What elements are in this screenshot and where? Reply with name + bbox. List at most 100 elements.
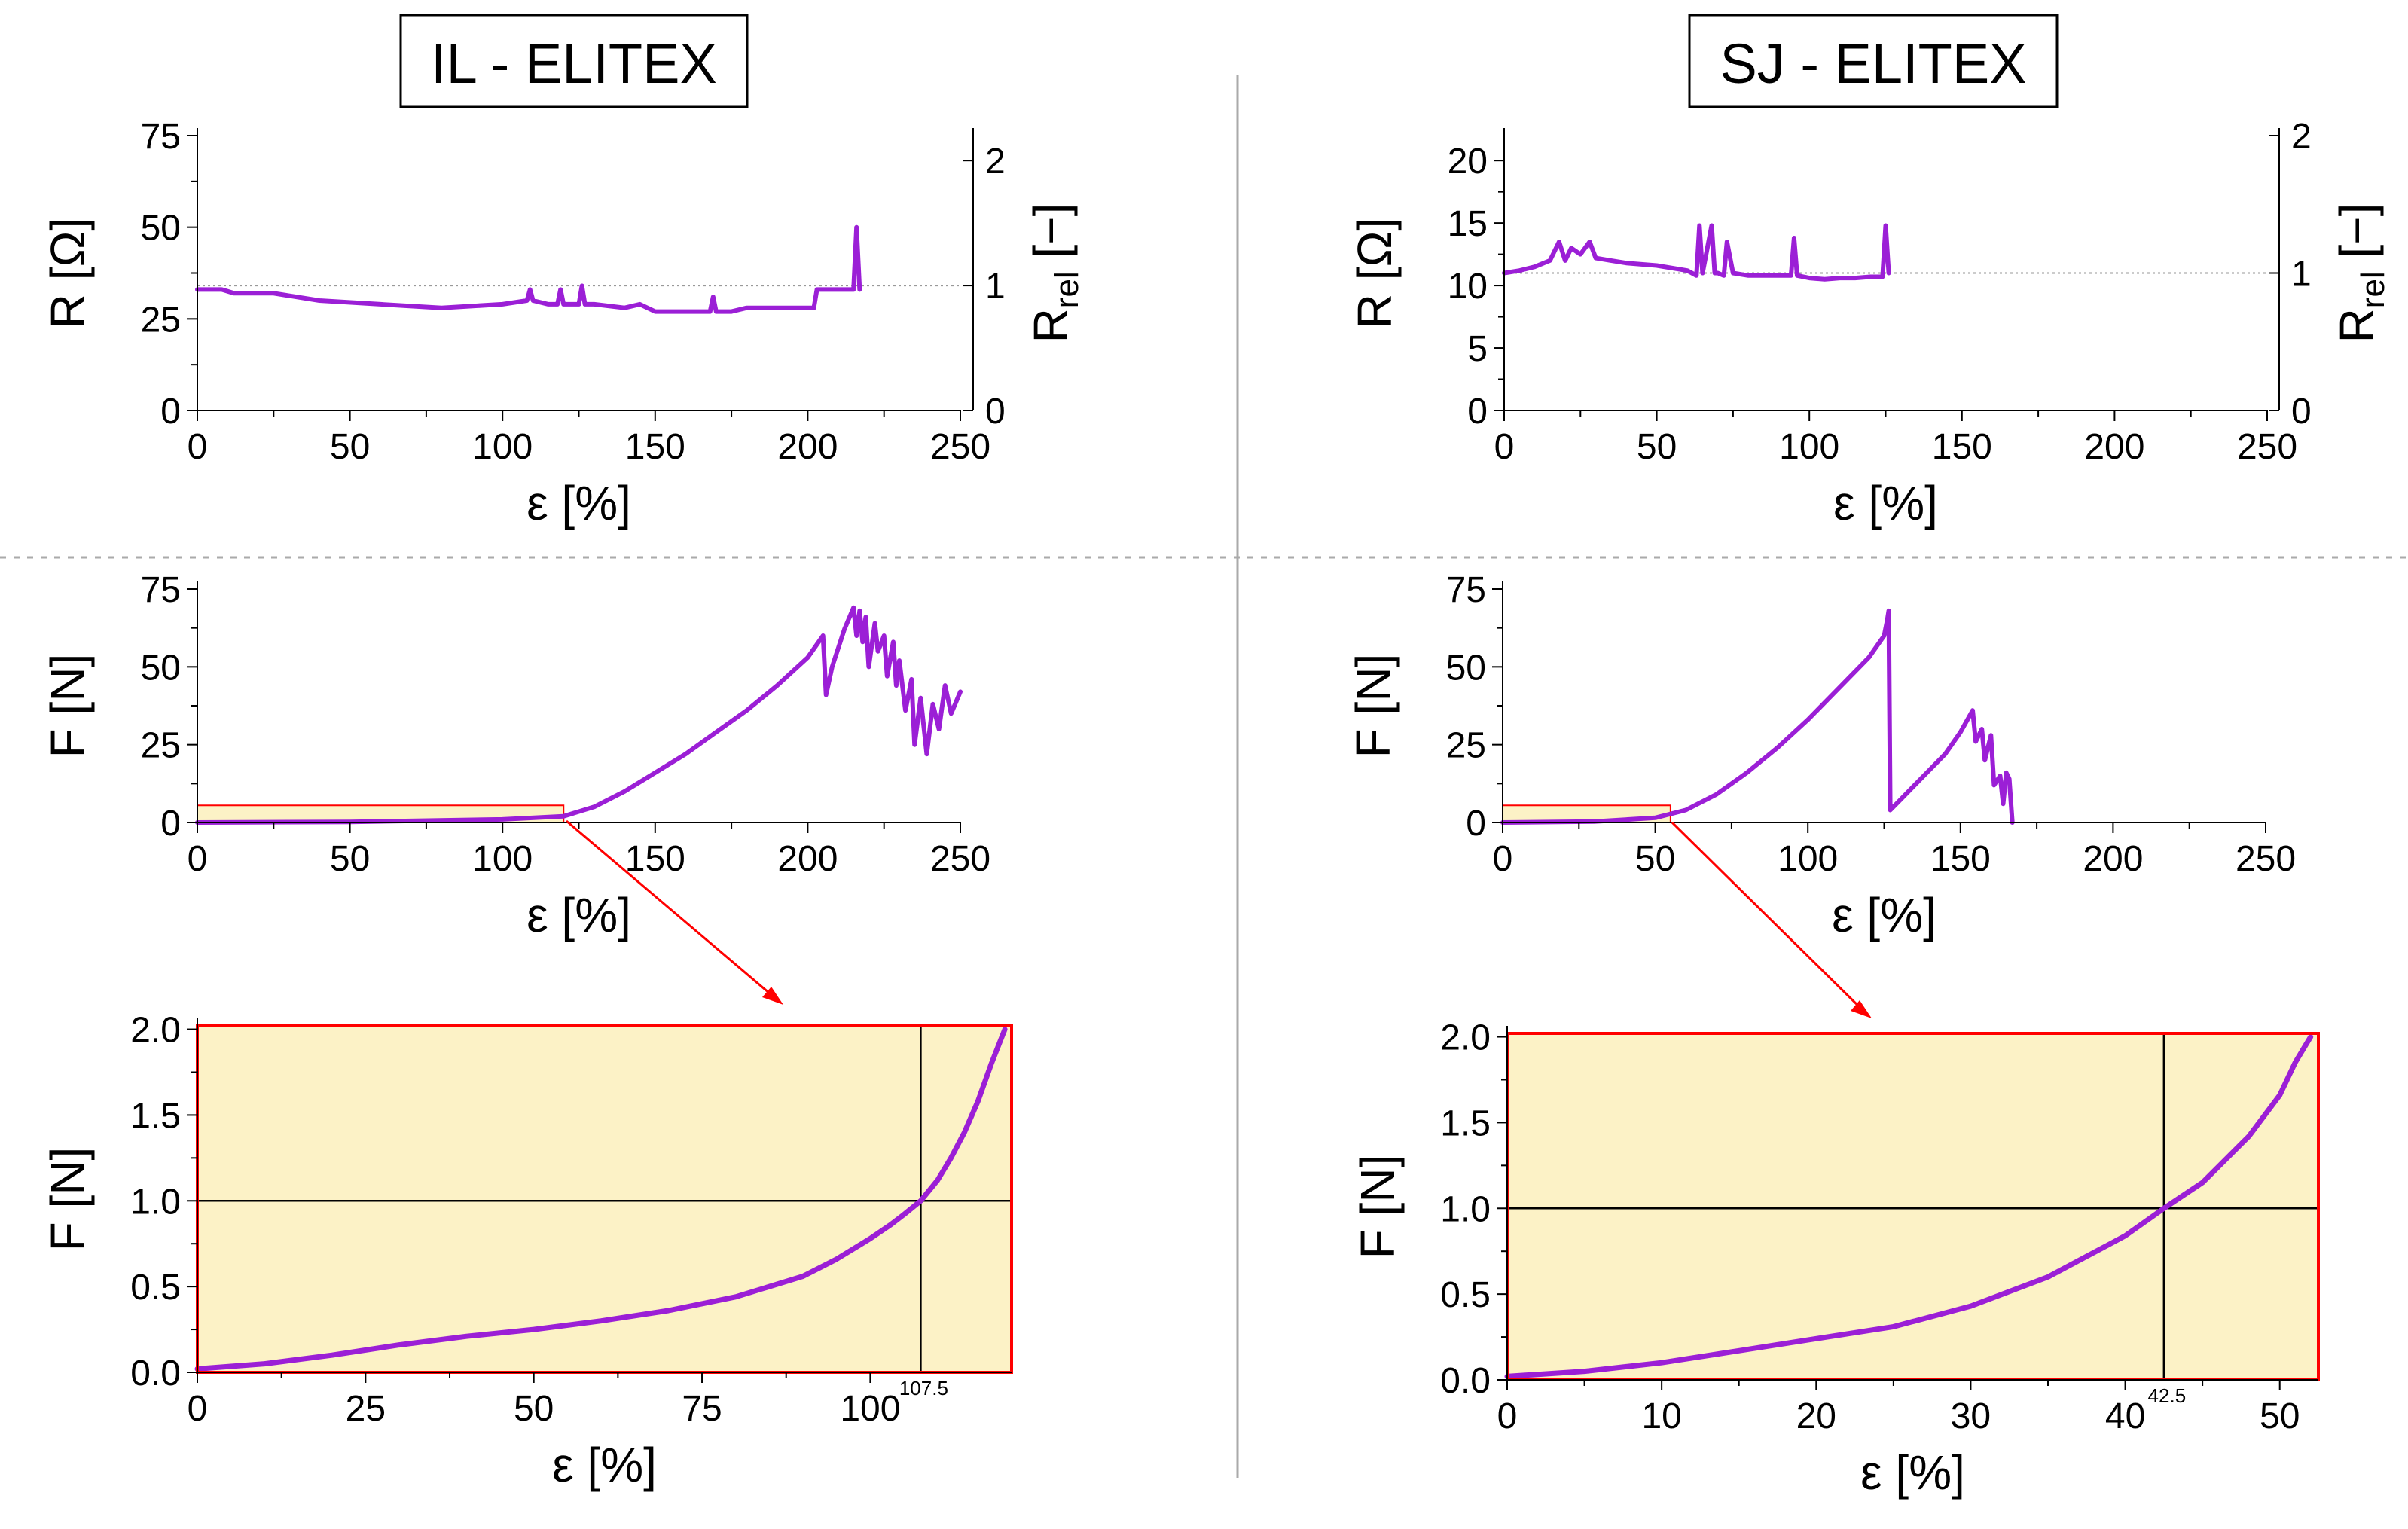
x-tick-label: 0	[1494, 427, 1515, 467]
sj-force-chart: 0 50 100 150 200 250 0 25 50 75 ε [%] F [N]	[1346, 570, 2296, 942]
y2-tick-label: 2	[985, 142, 1006, 182]
crosshair-x-label: 42.5	[2148, 1384, 2187, 1407]
y-axis-label: F [N]	[41, 654, 95, 758]
x-tick-label: 200	[2083, 839, 2143, 879]
x-tick-label: 0	[1497, 1396, 1518, 1436]
y-tick-label: 25	[1446, 726, 1486, 766]
x-axis-label: ε [%]	[1860, 1445, 1965, 1500]
y-tick-label: 10	[1448, 267, 1488, 307]
il-force-zoom-chart: 107.5 0 25 50 75 100 0.0 0.5 1.0 1.5 2.0 ε [%] F [N]	[41, 1011, 1013, 1492]
x-axis-label: ε [%]	[1833, 476, 1938, 530]
x-tick-label: 100	[472, 839, 533, 879]
x-tick-label: 100	[472, 427, 533, 467]
y2-tick-label: 1	[985, 267, 1006, 307]
y-tick-label: 25	[141, 726, 181, 766]
y-tick-label: 1.0	[130, 1182, 181, 1222]
y-tick-label: 20	[1448, 142, 1488, 182]
title-box-left: IL - ELITEX	[399, 14, 749, 108]
y-tick-label: 0.5	[1440, 1275, 1491, 1315]
x-axis-label: ε [%]	[526, 476, 631, 530]
series-line-f	[1500, 608, 2015, 825]
x-tick-label: 0	[188, 1389, 208, 1429]
x-tick-label: 200	[2084, 427, 2144, 467]
x-tick-label: 30	[1951, 1396, 1991, 1436]
x-tick-label: 100	[1778, 839, 1838, 879]
y-tick-label: 50	[141, 648, 181, 688]
x-tick-label: 20	[1796, 1396, 1836, 1436]
x-tick-label: 0	[188, 839, 208, 879]
x-tick-label: 0	[188, 427, 208, 467]
x-tick-label: 150	[625, 427, 685, 467]
x-tick-label: 50	[514, 1389, 554, 1429]
y-tick-label: 0.0	[1440, 1361, 1491, 1401]
y2-tick-label: 0	[985, 392, 1006, 432]
x-tick-label: 100	[1779, 427, 1839, 467]
y-tick-label: 0.5	[130, 1268, 181, 1308]
zoom-arrowhead-left	[762, 987, 783, 1005]
x-tick-label: 50	[1635, 839, 1675, 879]
y-tick-label: 1.5	[1440, 1103, 1491, 1143]
y2-axis-label-sub: rel	[1048, 271, 1085, 308]
x-tick-label: 200	[777, 839, 838, 879]
x-tick-label: 50	[1637, 427, 1677, 467]
y2-tick-label: 2	[2291, 117, 2312, 157]
y-tick-label: 0	[1466, 804, 1486, 844]
y2-axis-label: Rrel [−]	[2330, 203, 2391, 343]
x-tick-label: 200	[777, 427, 838, 467]
x-tick-label: 10	[1641, 1396, 1681, 1436]
y-tick-label: 50	[1446, 648, 1486, 688]
y-axis-label: F [N]	[1346, 654, 1400, 758]
y-tick-label: 0	[160, 804, 181, 844]
y-tick-label: 1.5	[130, 1096, 181, 1136]
zoom-arrow-right	[1671, 821, 1869, 1017]
x-tick-label: 150	[1932, 427, 1992, 467]
series-line-f	[195, 605, 963, 825]
zoom-arrowhead-right	[1851, 1000, 1872, 1018]
y-tick-label: 15	[1448, 204, 1488, 244]
series-line-f	[194, 1027, 1008, 1372]
series-line-r	[195, 224, 862, 314]
series-line-f	[1504, 1034, 2314, 1379]
zoom-background	[1507, 1033, 2318, 1380]
y-axis-label: F [N]	[41, 1147, 95, 1252]
sj-force-zoom-chart: 42.5 0 10 20 30 40 50 0.0 0.5 1.0 1.5 2.0 ε [%] F [N]	[1350, 1018, 2320, 1500]
y-tick-label: 75	[1446, 570, 1486, 610]
zoom-background	[197, 1026, 1012, 1372]
x-axis-label: ε [%]	[552, 1438, 657, 1492]
y2-tick-label: 1	[2291, 255, 2312, 295]
x-tick-label: 100	[840, 1389, 900, 1429]
x-tick-label: 250	[2237, 427, 2297, 467]
y-tick-label: 0.0	[130, 1354, 181, 1393]
panel-title-right: SJ - ELITEX	[1720, 32, 2026, 95]
y-tick-label: 50	[141, 209, 181, 249]
y-tick-label: 75	[141, 117, 181, 157]
y2-tick-label: 0	[2291, 392, 2312, 432]
crosshair-x-label: 107.5	[899, 1377, 948, 1399]
x-axis-label: ε [%]	[1832, 888, 1936, 942]
y2-axis-label-sub: rel	[2355, 271, 2391, 308]
y-tick-label: 0	[1467, 392, 1488, 432]
y-axis-label: R [Ω]	[41, 218, 95, 328]
x-tick-label: 250	[2236, 839, 2296, 879]
title-box-right: SJ - ELITEX	[1688, 14, 2059, 108]
x-tick-label: 50	[330, 427, 370, 467]
y-axis-label: R [Ω]	[1347, 218, 1402, 328]
x-tick-label: 250	[930, 839, 990, 879]
x-tick-label: 150	[625, 839, 685, 879]
y2-axis-label-main: R	[1024, 308, 1078, 343]
y-tick-label: 25	[141, 300, 181, 340]
x-tick-label: 0	[1493, 839, 1513, 879]
x-tick-label: 75	[682, 1389, 722, 1429]
y-tick-label: 2.0	[130, 1011, 181, 1051]
x-axis-label: ε [%]	[526, 888, 631, 942]
il-force-chart: 0 50 100 150 200 250 0 25 50 75 ε [%] F [N]	[41, 570, 990, 942]
y-tick-label: 1.0	[1440, 1189, 1491, 1229]
x-tick-label: 50	[330, 839, 370, 879]
y2-axis-label-main: R	[2330, 308, 2384, 343]
panel-title-left: IL - ELITEX	[431, 32, 717, 95]
y-tick-label: 0	[160, 392, 181, 432]
y-tick-label: 2.0	[1440, 1018, 1491, 1058]
